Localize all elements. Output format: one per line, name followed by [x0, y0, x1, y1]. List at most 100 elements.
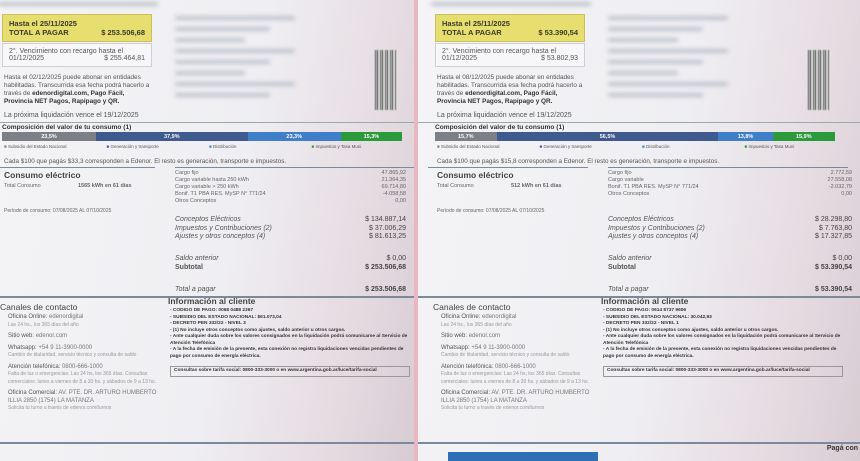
charge-label: Otros Conceptos — [175, 198, 217, 204]
contact-sub: Las 24 hs., los 365 días del año — [441, 321, 512, 328]
contact-value[interactable]: AV. PTE. DR. ARTURO HUMBERTO ILLIA 2850 … — [8, 390, 157, 404]
charge-label: Cargo variable — [608, 177, 644, 183]
contact-title: Canales de contacto — [433, 302, 511, 312]
info-item: - CODIGO DE PAGO: 0614 8737 9606 — [603, 308, 687, 313]
total-amount: $ 253.506,68 — [101, 28, 145, 37]
contact-title: Oficina Online: — [441, 314, 481, 320]
info-item: - A la fecha de emisión de la presente, … — [170, 347, 404, 359]
summary-label: Impuestos y Contribuciones (2) — [175, 224, 272, 232]
contact-sub: Solicita tu turno a través de edenor.com… — [8, 405, 112, 411]
payment-channels: edenordigital.com, Pago Fácil, Provincia… — [4, 90, 125, 105]
second-due-box: 2°. Vencimiento con recargo hasta el 01/… — [2, 43, 152, 67]
consumo-value: 1565 kWh en 61 días — [78, 183, 132, 189]
contact-title: Canales de contacto — [0, 302, 78, 312]
header-blurred — [0, 2, 158, 6]
blurred-text — [175, 60, 270, 64]
total-pagar-label: Total a pagar — [175, 286, 216, 293]
charge-label: Cargo variable hasta 250 kWh — [175, 177, 249, 183]
summary-label: Conceptos Eléctricos — [175, 216, 241, 223]
contact-value[interactable]: edenordigital — [49, 314, 84, 320]
contact-sub: Falta de luz o emergencias: Las 24 hs, l… — [8, 371, 156, 385]
total-pagar-value: $ 53.390,54 — [815, 286, 852, 293]
payment-info: Hasta el 02/12/2025 puede abonar en enti… — [4, 74, 154, 106]
charge-value: 21.364,35 — [381, 177, 406, 183]
contact-item: Oficina Online: edenordigital Las 24 hs.,… — [8, 314, 158, 329]
info-title: Información al cliente — [168, 296, 256, 306]
total-pagar-label: Total a pagar — [608, 286, 649, 293]
charge-label: Bonif. T1 PBA RES. MySP N° 771/24 — [175, 191, 266, 197]
subtotal-value: $ 253.506,68 — [365, 263, 406, 271]
subtotal-label: Subtotal — [175, 263, 203, 271]
summary-value: $ 134.887,14 — [365, 216, 406, 223]
legend-item: ■ Generación y transporte — [539, 144, 592, 149]
second-due-box: 2°. Vencimiento con recargo hasta el 01/… — [435, 43, 585, 67]
legend-label: Subsidio del Estado Nacional — [7, 144, 67, 149]
total-pagar-value: $ 253.506,68 — [365, 286, 406, 293]
charges-values: 2.772,59 27.558,08 -2.032,79 0,00 — [828, 170, 852, 198]
contact-title: Sitio web: — [8, 333, 35, 339]
contact-item: Oficina Comercial: AV. PTE. DR. ARTURO H… — [441, 390, 591, 413]
saldo-label: Saldo anterior — [175, 255, 219, 262]
blurred-text — [175, 38, 245, 42]
contact-item: Oficina Comercial: AV. PTE. DR. ARTURO H… — [8, 390, 158, 413]
second-due-amount: $ 53.802,93 — [541, 55, 578, 62]
summary-value: $ 7.763,80 — [818, 224, 852, 232]
charge-value: 0,00 — [841, 191, 852, 197]
summary-labels: Conceptos Eléctricos Impuestos y Contribu… — [175, 216, 272, 242]
contact-item: Whatsapp: +54 9 11-3900-0000 Cambio de ti… — [8, 345, 158, 360]
blurred-text — [608, 16, 728, 20]
total-box: Hasta el 25/11/2025 TOTAL A PAGAR $ 253.5… — [2, 14, 152, 42]
contact-title: Whatsapp: — [441, 344, 470, 351]
consumo-value: 512 kWh en 61 días — [511, 183, 562, 189]
payment-text: Hasta el 02/12/2025 puede abonar en enti… — [4, 74, 150, 97]
contact-item: Whatsapp: +54 9 11-3900-0000 Cambio de ti… — [441, 345, 591, 360]
contact-value[interactable]: +54 9 11-3900-0000 — [471, 344, 526, 351]
consumo-period: Período de consumo: 07/08/2025 AL 07/10/… — [4, 208, 112, 214]
composition-segment: 15,9% — [772, 132, 835, 141]
total-amount: $ 53.390,54 — [538, 28, 578, 37]
legend-label: Generación y transporte — [110, 144, 159, 149]
contact-title: Oficina Comercial: — [441, 390, 491, 396]
summary-value: $ 37.006,29 — [369, 224, 406, 232]
contact-value[interactable]: edenor.com — [468, 333, 501, 339]
contact-value[interactable]: +54 9 11-3900-0000 — [38, 344, 93, 351]
blurred-text — [608, 82, 728, 86]
each-100-note: Cada $100 que pagás $33,3 corresponden a… — [4, 158, 287, 165]
contact-value[interactable]: AV. PTE. DR. ARTURO HUMBERTO ILLIA 2850 … — [441, 390, 590, 404]
info-item: - (1) No incluye otros conceptos como aj… — [603, 327, 779, 333]
summary-values: $ 134.887,14 $ 37.006,29 $ 81.613,25 — [365, 216, 406, 242]
charge-value: -4.058,58 — [382, 191, 406, 197]
contact-list: Oficina Online: edenordigital Las 24 hs.,… — [441, 314, 591, 417]
info-list: - CODIGO DE PAGO: 0068 0488 2267- SUBSID… — [170, 308, 410, 360]
charges-list: Cargo fijo Cargo variable hasta 250 kWh Ca… — [175, 170, 266, 205]
tarifa-social-link[interactable]: Consultas sobre tarifa social: 0800-333-… — [603, 366, 843, 377]
banner — [448, 452, 598, 461]
contact-value[interactable]: edenor.com — [35, 333, 68, 339]
due-date: Hasta el 25/11/2025 — [9, 19, 77, 28]
second-due-label: 2°. Vencimiento con recargo hasta el — [442, 48, 557, 55]
summary-label: Ajustes y otros conceptos (4) — [175, 233, 266, 240]
contact-value[interactable]: 0800-666-1000 — [495, 363, 536, 370]
consumo-title: Consumo eléctrico — [4, 170, 81, 180]
second-due-amount: $ 255.464,81 — [104, 55, 145, 62]
saldo-value: $ 0,00 — [832, 255, 852, 262]
composition-legend: ■ Subsidio del Estado Nacional ■ Generaci… — [437, 144, 837, 149]
legend-item: ■ Generación y transporte — [106, 144, 159, 149]
contact-value[interactable]: 0800-666-1000 — [62, 363, 103, 370]
charge-label: Cargo fijo — [175, 170, 199, 176]
charge-value: 47.865,92 — [381, 170, 406, 176]
contact-title: Whatsapp: — [8, 344, 37, 351]
blurred-text — [608, 27, 703, 31]
contact-sub: Las 24 hs., los 365 días del año — [8, 321, 79, 328]
consumo-title: Consumo eléctrico — [437, 170, 514, 180]
bill-right: Hasta el 25/11/2025 TOTAL A PAGAR $ 53.39… — [418, 0, 860, 461]
charges-list: Cargo fijo Cargo variable Bonif. T1 PBA RE… — [608, 170, 699, 198]
composition-segment: 15,7% — [435, 132, 497, 141]
subtotal-label: Subtotal — [608, 263, 636, 271]
contact-value[interactable]: edenordigital — [482, 314, 517, 320]
blurred-text — [608, 49, 728, 53]
tarifa-social-link[interactable]: Consultas sobre tarifa social: 0800-333-… — [170, 366, 410, 377]
blurred-text — [175, 16, 295, 20]
contact-title: Atención telefónica: — [441, 363, 494, 370]
subtotal-value: $ 53.390,54 — [815, 263, 852, 271]
